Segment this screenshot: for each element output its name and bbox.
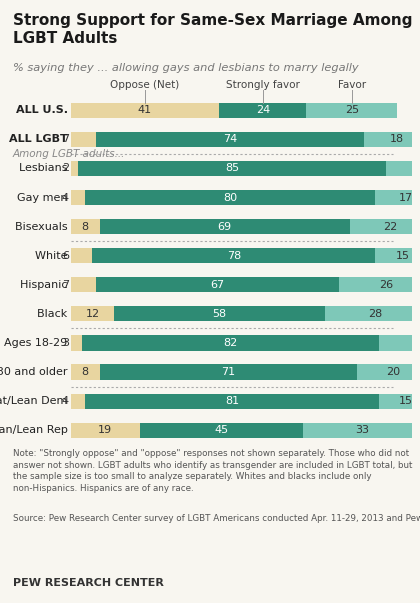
Bar (71, 423, 139, 438)
Bar (307, 103, 397, 118)
Bar (71, 306, 114, 321)
Bar (85, 190, 375, 205)
Bar (379, 335, 420, 350)
Text: Among LGBT adults...: Among LGBT adults... (13, 149, 125, 159)
Bar (100, 364, 357, 380)
Text: 17: 17 (399, 192, 413, 203)
Text: 82: 82 (223, 338, 237, 348)
Bar (71, 277, 96, 292)
Text: Oppose (Net): Oppose (Net) (110, 80, 180, 90)
Bar (71, 248, 92, 264)
Bar (219, 103, 307, 118)
Text: 71: 71 (221, 367, 236, 377)
Bar (303, 423, 420, 438)
Bar (71, 335, 81, 350)
Text: 8: 8 (81, 367, 89, 377)
Text: Source: Pew Research Center survey of LGBT Americans conducted Apr. 11-29, 2013 : Source: Pew Research Center survey of LG… (13, 514, 420, 523)
Text: 8: 8 (81, 222, 89, 232)
Bar (71, 219, 100, 234)
Bar (375, 190, 420, 205)
Bar (71, 132, 96, 147)
Bar (71, 364, 100, 380)
Text: 28: 28 (368, 309, 383, 319)
Text: 19: 19 (98, 425, 112, 435)
Text: 81: 81 (225, 396, 239, 406)
Bar (386, 161, 420, 176)
Text: 33: 33 (356, 425, 370, 435)
Text: 3: 3 (62, 338, 69, 348)
Bar (114, 306, 325, 321)
Bar (350, 219, 420, 234)
Text: ALL LGBT: ALL LGBT (9, 134, 68, 144)
Bar (139, 423, 303, 438)
Text: 45: 45 (214, 425, 228, 435)
Text: 6: 6 (62, 251, 69, 260)
Bar (100, 219, 350, 234)
Text: Democrat/Lean Dem: Democrat/Lean Dem (0, 396, 68, 406)
Text: Lesbians: Lesbians (5, 163, 68, 174)
Bar (379, 394, 420, 409)
Text: 2: 2 (62, 163, 69, 174)
Text: Gay men: Gay men (3, 192, 68, 203)
Bar (71, 190, 85, 205)
Text: 67: 67 (210, 280, 225, 290)
Text: Black: Black (24, 309, 68, 319)
Text: White: White (21, 251, 68, 260)
Text: Bisexuals: Bisexuals (1, 222, 68, 232)
Text: 4: 4 (62, 192, 69, 203)
Bar (325, 306, 420, 321)
Bar (85, 394, 379, 409)
Bar (365, 132, 420, 147)
Text: 85: 85 (225, 163, 239, 174)
Text: Ages 30 and older: Ages 30 and older (0, 367, 68, 377)
Text: % saying they ... allowing gays and lesbians to marry legally: % saying they ... allowing gays and lesb… (13, 63, 358, 74)
Bar (339, 277, 420, 292)
Text: 12: 12 (85, 309, 100, 319)
Text: 7: 7 (62, 134, 69, 144)
Text: Strongly favor: Strongly favor (226, 80, 300, 90)
Bar (96, 132, 365, 147)
Text: 7: 7 (62, 280, 69, 290)
Bar (71, 394, 85, 409)
Text: Hispanic: Hispanic (6, 280, 68, 290)
Bar (81, 335, 379, 350)
Text: 25: 25 (345, 106, 359, 115)
Text: 4: 4 (62, 396, 69, 406)
Text: 20: 20 (386, 367, 401, 377)
Text: 26: 26 (379, 280, 393, 290)
Text: 74: 74 (223, 134, 237, 144)
Text: 22: 22 (383, 222, 397, 232)
Text: 41: 41 (138, 106, 152, 115)
Text: 15: 15 (396, 251, 410, 260)
Bar (96, 277, 339, 292)
Text: 58: 58 (212, 309, 226, 319)
Bar (71, 103, 219, 118)
Bar (78, 161, 386, 176)
Bar (357, 364, 420, 380)
Bar (71, 161, 78, 176)
Text: Favor: Favor (338, 80, 366, 90)
Text: 78: 78 (227, 251, 241, 260)
Text: 15: 15 (399, 396, 413, 406)
Text: 18: 18 (390, 134, 404, 144)
Text: PEW RESEARCH CENTER: PEW RESEARCH CENTER (13, 578, 163, 588)
Text: Strong Support for Same-Sex Marriage Among
LGBT Adults: Strong Support for Same-Sex Marriage Amo… (13, 13, 412, 46)
Text: Note: "Strongly oppose" and "oppose" responses not shown separately. Those who d: Note: "Strongly oppose" and "oppose" res… (13, 449, 412, 493)
Text: 80: 80 (223, 192, 237, 203)
Text: Ages 18-29: Ages 18-29 (0, 338, 68, 348)
Text: 24: 24 (256, 106, 270, 115)
Bar (375, 248, 420, 264)
Text: ALL U.S.: ALL U.S. (16, 106, 68, 115)
Bar (92, 248, 375, 264)
Text: Republican/Lean Rep: Republican/Lean Rep (0, 425, 68, 435)
Text: 69: 69 (218, 222, 232, 232)
